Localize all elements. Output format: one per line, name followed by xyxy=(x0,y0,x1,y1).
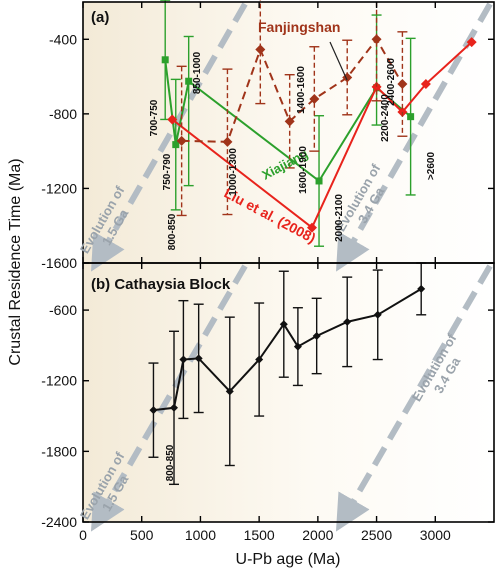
y-tick-label-a: -800 xyxy=(49,106,77,122)
data-point xyxy=(194,354,203,363)
age-group-label: 850-1000 xyxy=(192,51,203,94)
y-axis-label: Crustal Residence Time (Ma) xyxy=(7,158,24,365)
evolution-arrow-1.5ga-b xyxy=(90,264,248,532)
y-tick-label-a: -400 xyxy=(49,31,77,47)
series-line xyxy=(153,288,422,412)
y-tick-label-b: -2400 xyxy=(41,514,77,530)
age-group-label: 2200-2400 xyxy=(380,94,391,142)
series-line xyxy=(181,37,404,143)
data-point xyxy=(176,135,187,146)
x-tick-label: 1000 xyxy=(185,527,216,543)
evolution-arrow-1.5ga-a xyxy=(91,2,248,272)
data-point xyxy=(185,77,193,85)
data-point xyxy=(306,222,317,233)
data-point xyxy=(161,56,169,64)
panel-a-series xyxy=(160,0,477,247)
data-point xyxy=(312,331,321,340)
age-group-label: 2000-2100 xyxy=(334,194,345,242)
data-point xyxy=(222,136,233,147)
age-group-label: 2400-2600 xyxy=(386,58,397,106)
age-group-label: 700-750 xyxy=(149,99,160,136)
x-axis-label: U-Pb age (Ma) xyxy=(236,551,341,568)
series-line xyxy=(171,41,473,230)
panel-a-background xyxy=(83,2,494,263)
x-tick-label: 2500 xyxy=(361,527,392,543)
panel-b-label: (b) Cathaysia Block xyxy=(91,276,231,293)
data-point xyxy=(371,34,382,45)
data-point xyxy=(170,403,179,412)
data-point xyxy=(255,44,266,55)
data-point xyxy=(279,320,288,329)
data-point xyxy=(343,317,352,326)
age-group-label: 1000-1300 xyxy=(228,148,239,196)
data-point xyxy=(309,93,320,104)
y-tick-label-b: -600 xyxy=(49,302,77,318)
evolution-arrow-3.4ga-a xyxy=(336,2,493,272)
age-group-label: 800-850 xyxy=(165,444,176,481)
data-point xyxy=(397,79,408,90)
data-point xyxy=(284,116,295,127)
data-point xyxy=(371,81,382,92)
evolution-arrow-3.4ga-b xyxy=(335,264,493,532)
data-point xyxy=(315,177,323,185)
data-point xyxy=(293,342,302,351)
x-tick-label: 0 xyxy=(79,527,87,543)
age-group-label: 1600-1900 xyxy=(298,146,309,194)
series-label-fanjingshan: Fanjingshan xyxy=(258,19,340,35)
x-tick-label: 1500 xyxy=(244,527,275,543)
age-group-label: 1400-1600 xyxy=(296,66,307,114)
y-tick-label-b: -1800 xyxy=(41,443,77,459)
data-point xyxy=(466,37,477,48)
panel-a-label: (a) xyxy=(91,9,109,26)
x-tick-label: 2000 xyxy=(302,527,333,543)
data-point xyxy=(420,79,431,90)
panel-b-background xyxy=(83,263,494,522)
age-group-label: >2600 xyxy=(426,152,437,181)
data-point xyxy=(179,355,188,364)
data-point xyxy=(373,310,382,319)
y-tick-label-a: -1200 xyxy=(41,180,77,196)
x-tick-label: 3000 xyxy=(420,527,451,543)
data-point xyxy=(407,113,415,121)
age-group-label: 800-850 xyxy=(167,213,178,250)
panel-a-evolution-arrows xyxy=(91,2,493,272)
y-tick-label-b: -1200 xyxy=(41,373,77,389)
data-point xyxy=(167,114,178,125)
age-group-label: 750-790 xyxy=(162,153,173,190)
panel-b-frame xyxy=(82,262,495,523)
panel-b-evolution-arrows xyxy=(90,264,493,532)
fanjingshan-pointer xyxy=(329,41,348,81)
data-point xyxy=(172,141,180,149)
y-tick-label-a: -1600 xyxy=(41,255,77,271)
data-point xyxy=(149,406,158,415)
panel-b-series xyxy=(148,262,427,486)
x-tick-label: 500 xyxy=(130,527,154,543)
data-point xyxy=(255,355,264,364)
data-point xyxy=(417,284,426,293)
data-point xyxy=(225,387,234,396)
